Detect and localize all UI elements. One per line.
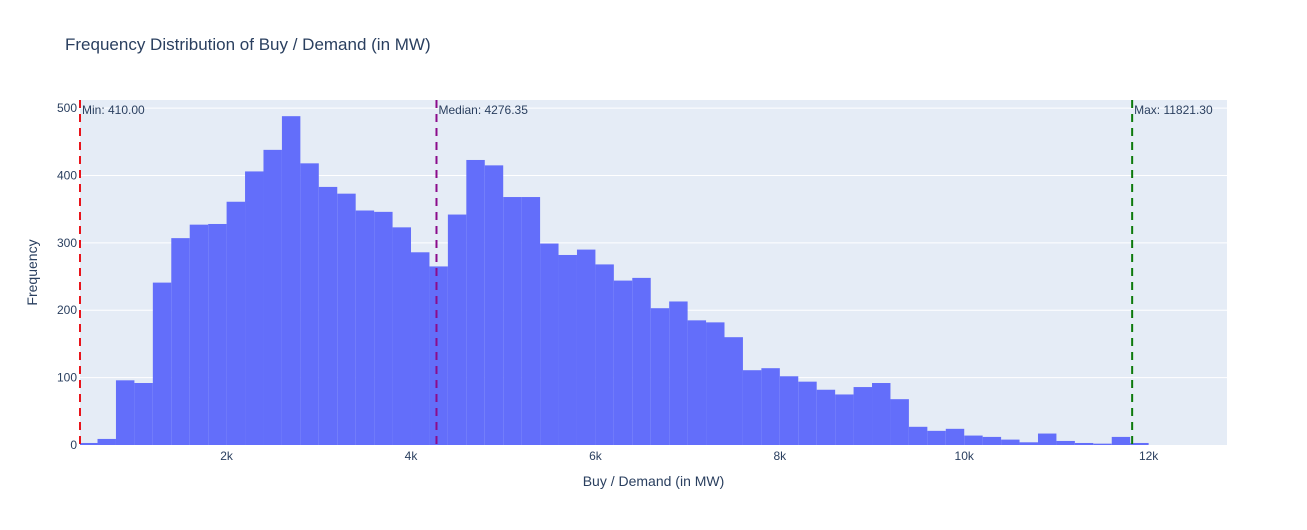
histogram-bar bbox=[687, 320, 707, 445]
y-axis-title: Frequency bbox=[24, 239, 40, 305]
histogram-bar bbox=[1074, 442, 1094, 445]
histogram-bar bbox=[1001, 439, 1020, 445]
histogram-bar bbox=[908, 426, 928, 445]
x-axis-ticks: 2k 4k 6k 8k 10k 12k bbox=[220, 449, 1159, 463]
y-tick-label-5: 500 bbox=[57, 101, 77, 115]
histogram-bar bbox=[927, 430, 946, 445]
x-tick-label-2: 6k bbox=[589, 449, 603, 463]
x-tick-label-0: 2k bbox=[220, 449, 234, 463]
histogram-bar bbox=[632, 277, 651, 445]
histogram-bar bbox=[706, 322, 725, 445]
histogram-bar bbox=[226, 201, 246, 445]
histogram-bar bbox=[779, 376, 799, 445]
histogram-bar bbox=[982, 436, 1002, 445]
histogram-bar bbox=[650, 308, 670, 445]
histogram-bar bbox=[80, 442, 98, 445]
histogram-bar bbox=[1056, 440, 1075, 445]
histogram-bar bbox=[466, 159, 485, 445]
y-tick-label-3: 300 bbox=[57, 236, 77, 250]
histogram-bar bbox=[945, 428, 965, 445]
x-tick-label-4: 10k bbox=[955, 449, 975, 463]
histogram-bar bbox=[761, 368, 780, 445]
histogram-bar bbox=[115, 380, 135, 445]
histogram-bar bbox=[540, 243, 559, 445]
histogram-bar bbox=[1093, 443, 1112, 445]
x-axis-title: Buy / Demand (in MW) bbox=[583, 473, 725, 489]
histogram-bar bbox=[964, 435, 983, 445]
histogram-bar bbox=[355, 210, 375, 445]
histogram-bar bbox=[872, 383, 891, 445]
min-reference-label: Min: 410.00 bbox=[82, 103, 145, 117]
histogram-bar bbox=[613, 280, 633, 445]
histogram-bar bbox=[1037, 433, 1057, 445]
histogram-bar bbox=[447, 214, 467, 445]
histogram-bar bbox=[1111, 436, 1131, 445]
y-tick-label-0: 0 bbox=[70, 438, 77, 452]
histogram-bar bbox=[337, 193, 356, 445]
histogram-bar bbox=[281, 116, 301, 445]
x-tick-label-5: 12k bbox=[1139, 449, 1159, 463]
chart-title: Frequency Distribution of Buy / Demand (… bbox=[65, 35, 431, 54]
histogram-bar bbox=[189, 224, 209, 445]
histogram-bar bbox=[669, 301, 688, 445]
histogram-bar bbox=[503, 197, 522, 445]
histogram-bar bbox=[521, 197, 541, 445]
max-reference-label: Max: 11821.30 bbox=[1134, 103, 1213, 117]
histogram-bar bbox=[171, 238, 190, 445]
histogram-bar bbox=[97, 438, 116, 445]
histogram-bar bbox=[724, 337, 743, 445]
histogram-bar bbox=[411, 252, 430, 445]
y-axis-ticks: 0 100 200 300 400 500 bbox=[57, 101, 77, 452]
histogram-bar bbox=[558, 254, 577, 445]
histogram-bar bbox=[1019, 442, 1038, 445]
histogram-bar bbox=[576, 249, 596, 445]
histogram-bar bbox=[300, 163, 319, 445]
y-tick-label-1: 100 bbox=[57, 371, 77, 385]
x-tick-label-1: 4k bbox=[405, 449, 419, 463]
histogram-bar bbox=[742, 370, 762, 445]
histogram-bar bbox=[484, 165, 504, 445]
histogram-bar bbox=[835, 394, 854, 445]
histogram-bar bbox=[263, 149, 282, 445]
histogram-bar bbox=[392, 227, 412, 445]
histogram-bar bbox=[816, 389, 836, 445]
histogram-bar bbox=[798, 381, 817, 445]
histogram-bar bbox=[429, 266, 448, 445]
histogram-bar bbox=[152, 282, 172, 445]
reference-lines: Min: 410.00 Median: 4276.35 Max: 11821.30 bbox=[79, 100, 1213, 445]
histogram-bars bbox=[80, 116, 1149, 445]
histogram-bar bbox=[245, 171, 264, 445]
median-reference-label: Median: 4276.35 bbox=[438, 103, 528, 117]
y-tick-label-2: 200 bbox=[57, 303, 77, 317]
histogram-bar bbox=[318, 186, 338, 445]
x-tick-label-3: 8k bbox=[773, 449, 787, 463]
histogram-bar bbox=[374, 211, 393, 445]
histogram-bar bbox=[134, 383, 153, 445]
histogram-bar bbox=[890, 399, 909, 445]
y-tick-label-4: 400 bbox=[57, 168, 77, 182]
histogram-bar bbox=[595, 264, 614, 445]
histogram-bar bbox=[1130, 442, 1149, 445]
histogram-bar bbox=[208, 223, 227, 445]
histogram-bar bbox=[853, 387, 873, 445]
